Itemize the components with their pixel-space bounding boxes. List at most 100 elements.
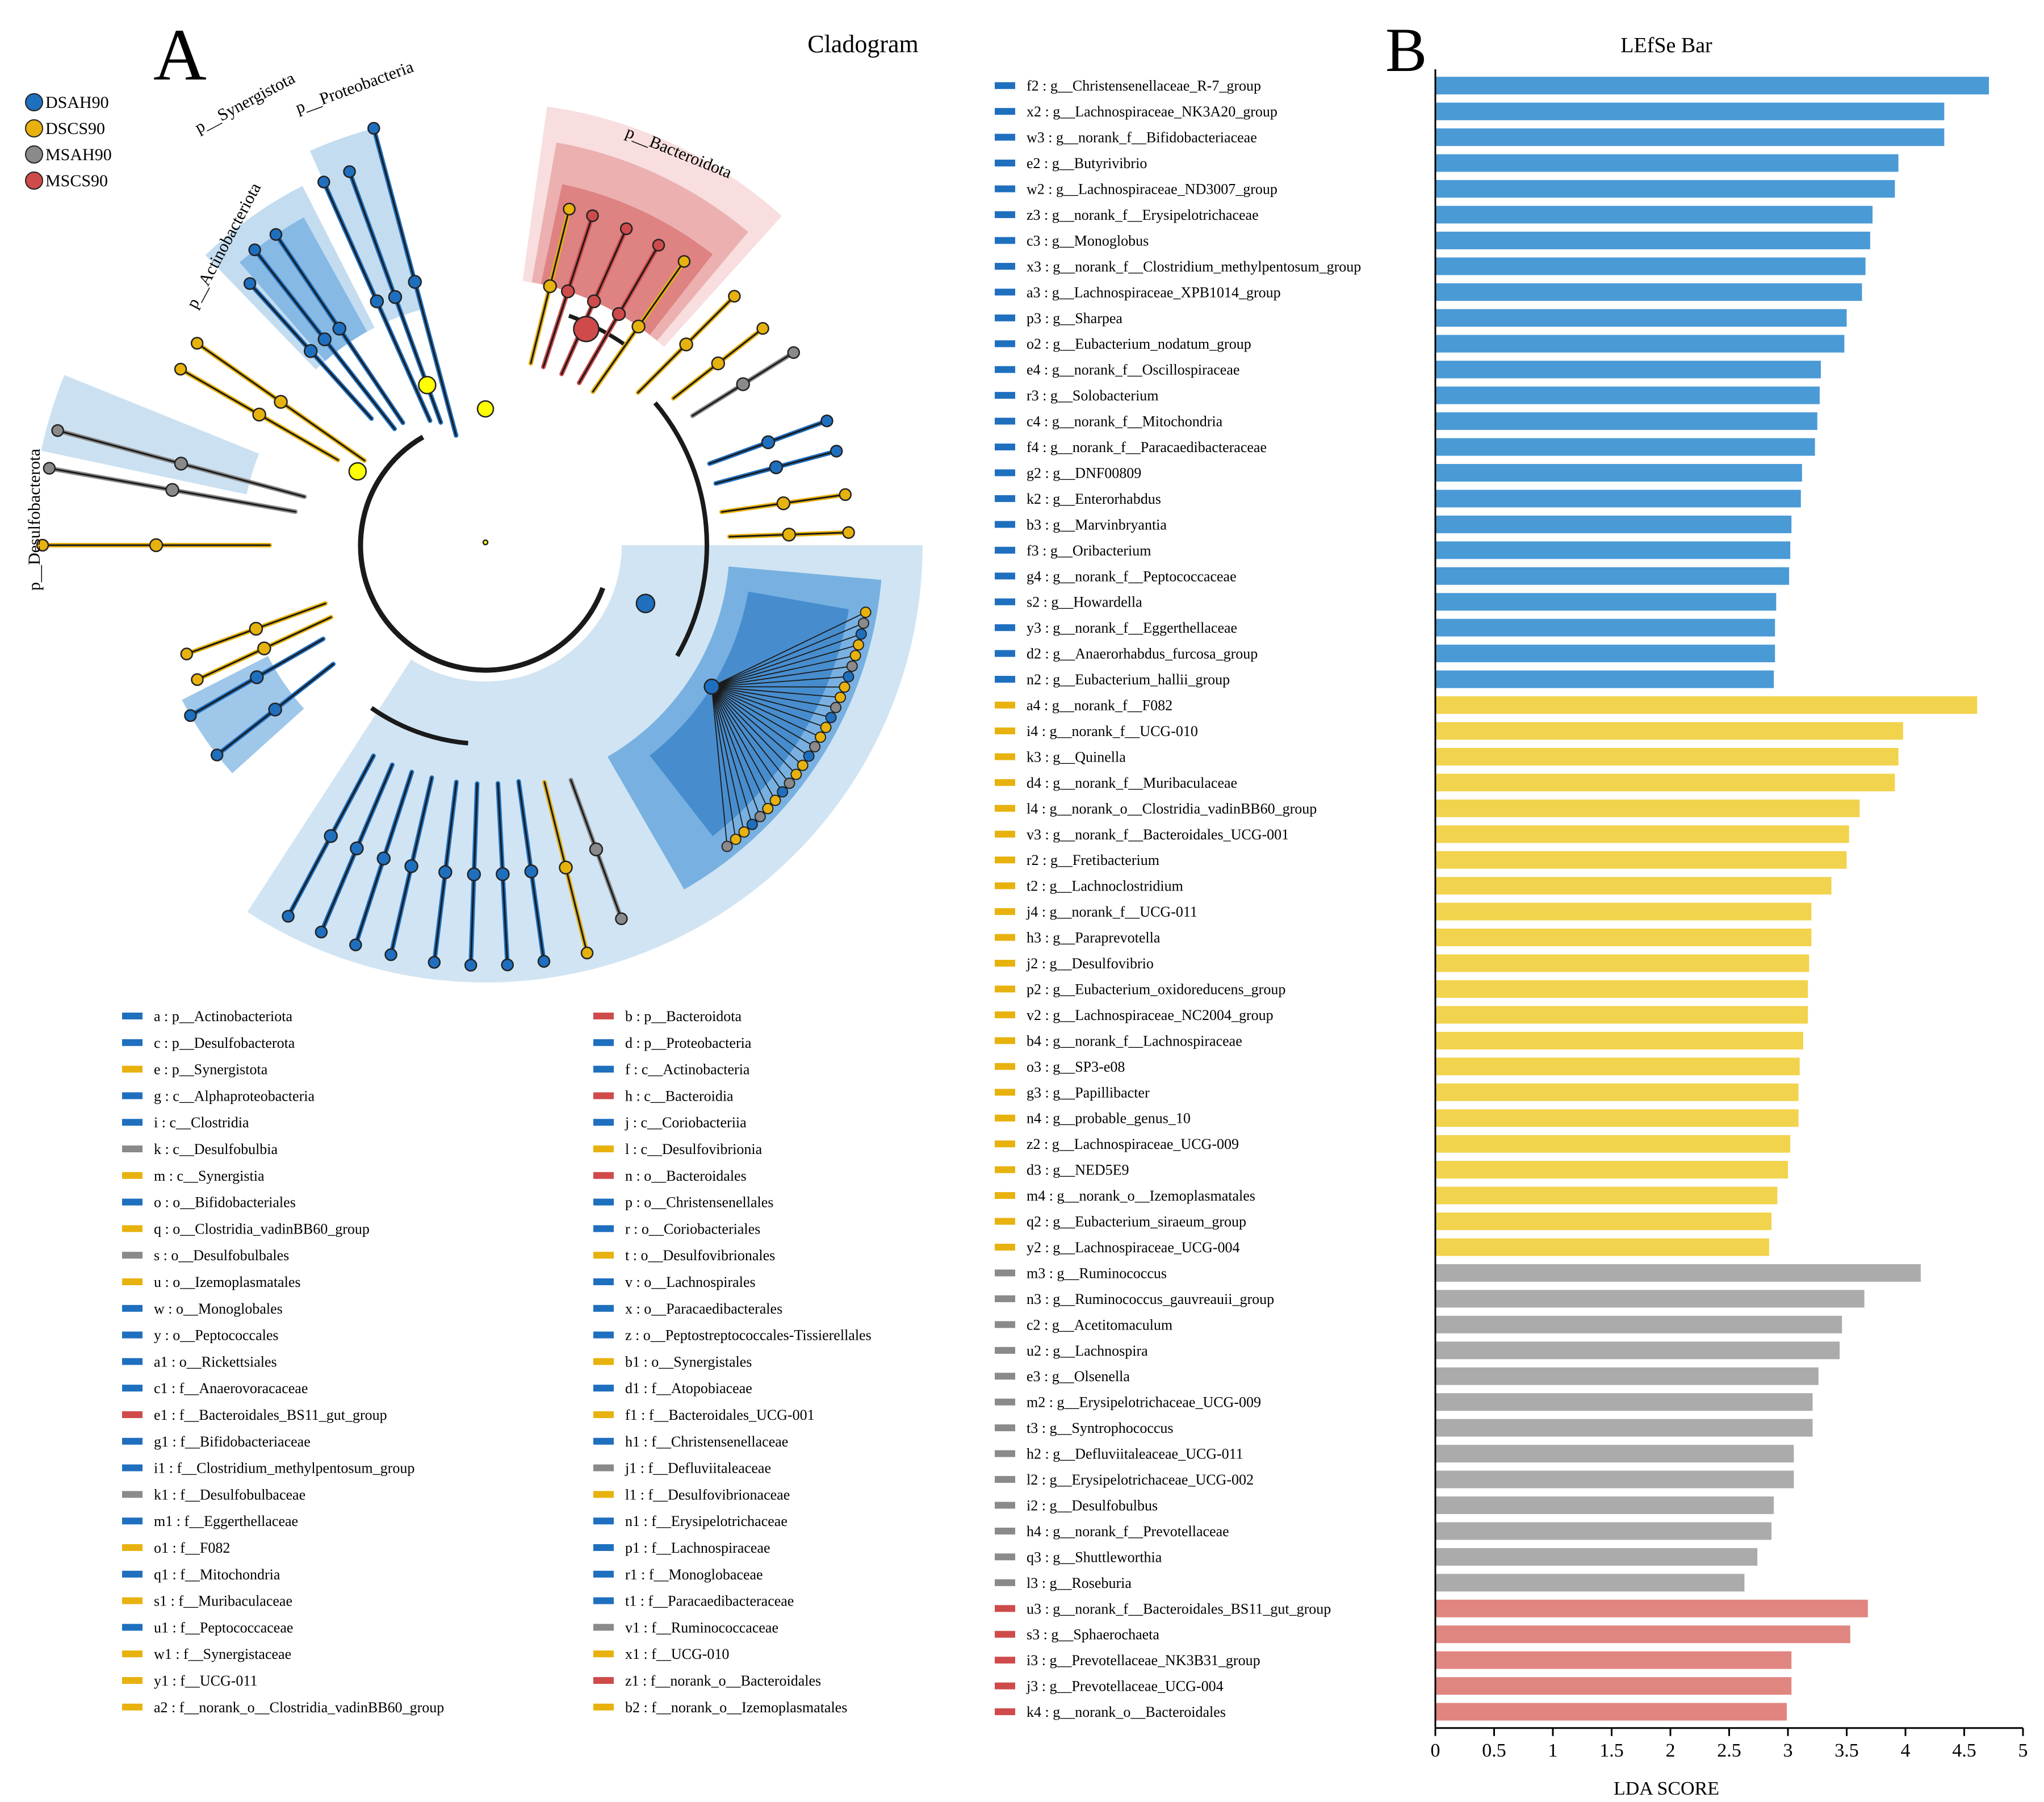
bar-label-marker <box>995 805 1015 812</box>
tree-leaf-node <box>343 165 356 178</box>
taxa-legend-label: f : c__Actinobacteria <box>625 1061 750 1078</box>
tree-fan-branch <box>711 633 862 687</box>
bar-label: f2 : g__Christensenellaceae_R-7_group <box>1027 78 1261 94</box>
bar-c2 <box>1435 1315 1842 1333</box>
group-legend-label: DSCS90 <box>45 119 105 138</box>
tree-fan-branch <box>711 676 849 687</box>
group-legend-label: MSCS90 <box>45 172 108 190</box>
bar-label: h2 : g__Defluviitaleaceae_UCG-011 <box>1027 1446 1243 1462</box>
bar-label-marker <box>995 882 1015 889</box>
tree-fan-branch <box>711 686 783 792</box>
taxa-legend-label: w1 : f__Synergistaceae <box>154 1646 291 1662</box>
taxa-legend-label: f1 : f__Bacteroidales_UCG-001 <box>625 1407 815 1423</box>
tree-fan-branch <box>711 686 728 847</box>
x-tick-label: 3.5 <box>1834 1740 1859 1761</box>
tree-fan-leaf <box>769 795 781 806</box>
taxa-legend-label: b1 : o__Synergistales <box>625 1353 752 1370</box>
bars <box>1435 77 1989 1721</box>
bar-label-marker <box>995 1011 1015 1018</box>
tree-leaf-node <box>756 322 769 335</box>
taxa-legend-marker <box>122 1145 143 1152</box>
bar-label-marker <box>995 856 1015 864</box>
tree-leaf-node <box>464 959 478 972</box>
bar-d2 <box>1435 645 1775 663</box>
taxa-legend-marker <box>122 1517 143 1525</box>
taxa-legend-label: h : c__Bacteroidia <box>625 1088 734 1104</box>
tree-inner-node <box>611 307 626 321</box>
taxa-legend-label: e1 : f__Bacteroidales_BS11_gut_group <box>154 1407 387 1423</box>
taxa-legend-label: a2 : f__norank_o__Clostridia_vadinBB60_g… <box>154 1699 444 1716</box>
bar-label: c3 : g__Monoglobus <box>1027 232 1149 249</box>
bar-label-marker <box>995 1527 1015 1535</box>
bar-label: y3 : g__norank_f__Eggerthellaceae <box>1027 620 1237 636</box>
bar-label-marker <box>995 1218 1015 1225</box>
bar-label: w2 : g__Lachnospiraceae_ND3007_group <box>1027 181 1278 198</box>
bar-u2 <box>1435 1341 1840 1360</box>
taxa-legend-label: d : p__Proteobacteria <box>625 1035 752 1051</box>
bar-a4 <box>1435 696 1978 714</box>
bar-label: w3 : g__norank_f__Bifidobacteriaceae <box>1027 129 1257 146</box>
tree-inner-node <box>543 279 557 294</box>
tree-leaf-node <box>282 910 295 923</box>
tree-leaf-node <box>501 958 514 972</box>
bar-label-marker <box>995 1321 1015 1328</box>
bar-label: y2 : g__Lachnospiraceae_UCG-004 <box>1027 1239 1239 1256</box>
bar-g3 <box>1435 1083 1799 1101</box>
tree-fan-leaf <box>849 650 861 662</box>
bar-p3 <box>1435 309 1847 327</box>
taxa-legend-marker <box>122 1411 143 1418</box>
bar-l2 <box>1435 1470 1794 1489</box>
taxa-legend-marker <box>593 1331 614 1339</box>
bar-i2 <box>1435 1496 1774 1514</box>
taxa-legend-label: h1 : f__Christensenellaceae <box>625 1433 788 1450</box>
bar-label-marker <box>995 1476 1015 1483</box>
tree-leaf-node <box>677 255 691 268</box>
taxa-legend-label: p1 : f__Lachnospiraceae <box>625 1540 770 1556</box>
bar-label: b4 : g__norank_f__Lachnospiraceae <box>1027 1032 1242 1049</box>
bar-z3 <box>1435 206 1873 224</box>
taxa-legend-marker <box>593 1597 614 1604</box>
tree-leaf-node <box>317 175 330 189</box>
tree-leaf-node <box>652 239 665 252</box>
bar-label: t3 : g__Syntrophococcus <box>1027 1420 1174 1436</box>
tree-fan-leaf <box>860 607 872 618</box>
tree-fan-leaf <box>820 721 832 733</box>
bar-e3 <box>1435 1367 1819 1385</box>
tree-fan-branch <box>711 686 769 809</box>
bar-label-marker <box>995 417 1015 425</box>
taxa-legend-label: j : c__Coriobacteriia <box>625 1114 747 1131</box>
taxa-legend-label: l1 : f__Desulfovibrionaceae <box>625 1486 790 1503</box>
bar-d3 <box>1435 1161 1788 1179</box>
tree-leaf-node <box>615 912 628 926</box>
bar-n2 <box>1435 670 1774 688</box>
taxa-legend-marker <box>122 1252 143 1259</box>
bar-label-marker <box>995 1269 1015 1277</box>
taxa-legend-label: p : o__Christensenellales <box>625 1194 773 1211</box>
bar-label: i3 : g__Prevotellaceae_NK3B31_group <box>1027 1652 1260 1669</box>
tree-inner-node <box>388 290 403 304</box>
bar-j2 <box>1435 954 1810 972</box>
tree-leaf-node <box>619 222 633 235</box>
bar-label-marker <box>995 1140 1015 1148</box>
taxa-legend-label: r : o__Coriobacteriales <box>625 1220 760 1237</box>
taxa-legend-label: o : o__Bifidobacteriales <box>154 1194 296 1211</box>
tree-fan-leaf <box>830 701 842 713</box>
taxa-legend-label: u : o__Izemoplasmatales <box>154 1274 300 1290</box>
bar-label-marker <box>995 392 1015 399</box>
band-bacteroidia <box>531 142 748 341</box>
tree-fan-branch <box>711 686 826 728</box>
taxa-legend-label: a1 : o__Rickettsiales <box>154 1353 277 1370</box>
bar-label: g2 : g__DNF00809 <box>1027 465 1141 481</box>
taxa-legend-marker <box>593 1624 614 1631</box>
band-bacteroidales <box>541 184 713 335</box>
tree-fan-branch <box>711 686 803 766</box>
tree-inner-node <box>467 867 481 881</box>
taxa-legend-marker <box>593 1305 614 1312</box>
taxa-legend-marker <box>593 1198 614 1206</box>
bar-label-marker <box>995 985 1015 993</box>
taxa-legend-label: v : o__Lachnospirales <box>625 1274 756 1290</box>
tree-fan-leaf <box>730 833 742 845</box>
bar-label-marker <box>995 727 1015 734</box>
